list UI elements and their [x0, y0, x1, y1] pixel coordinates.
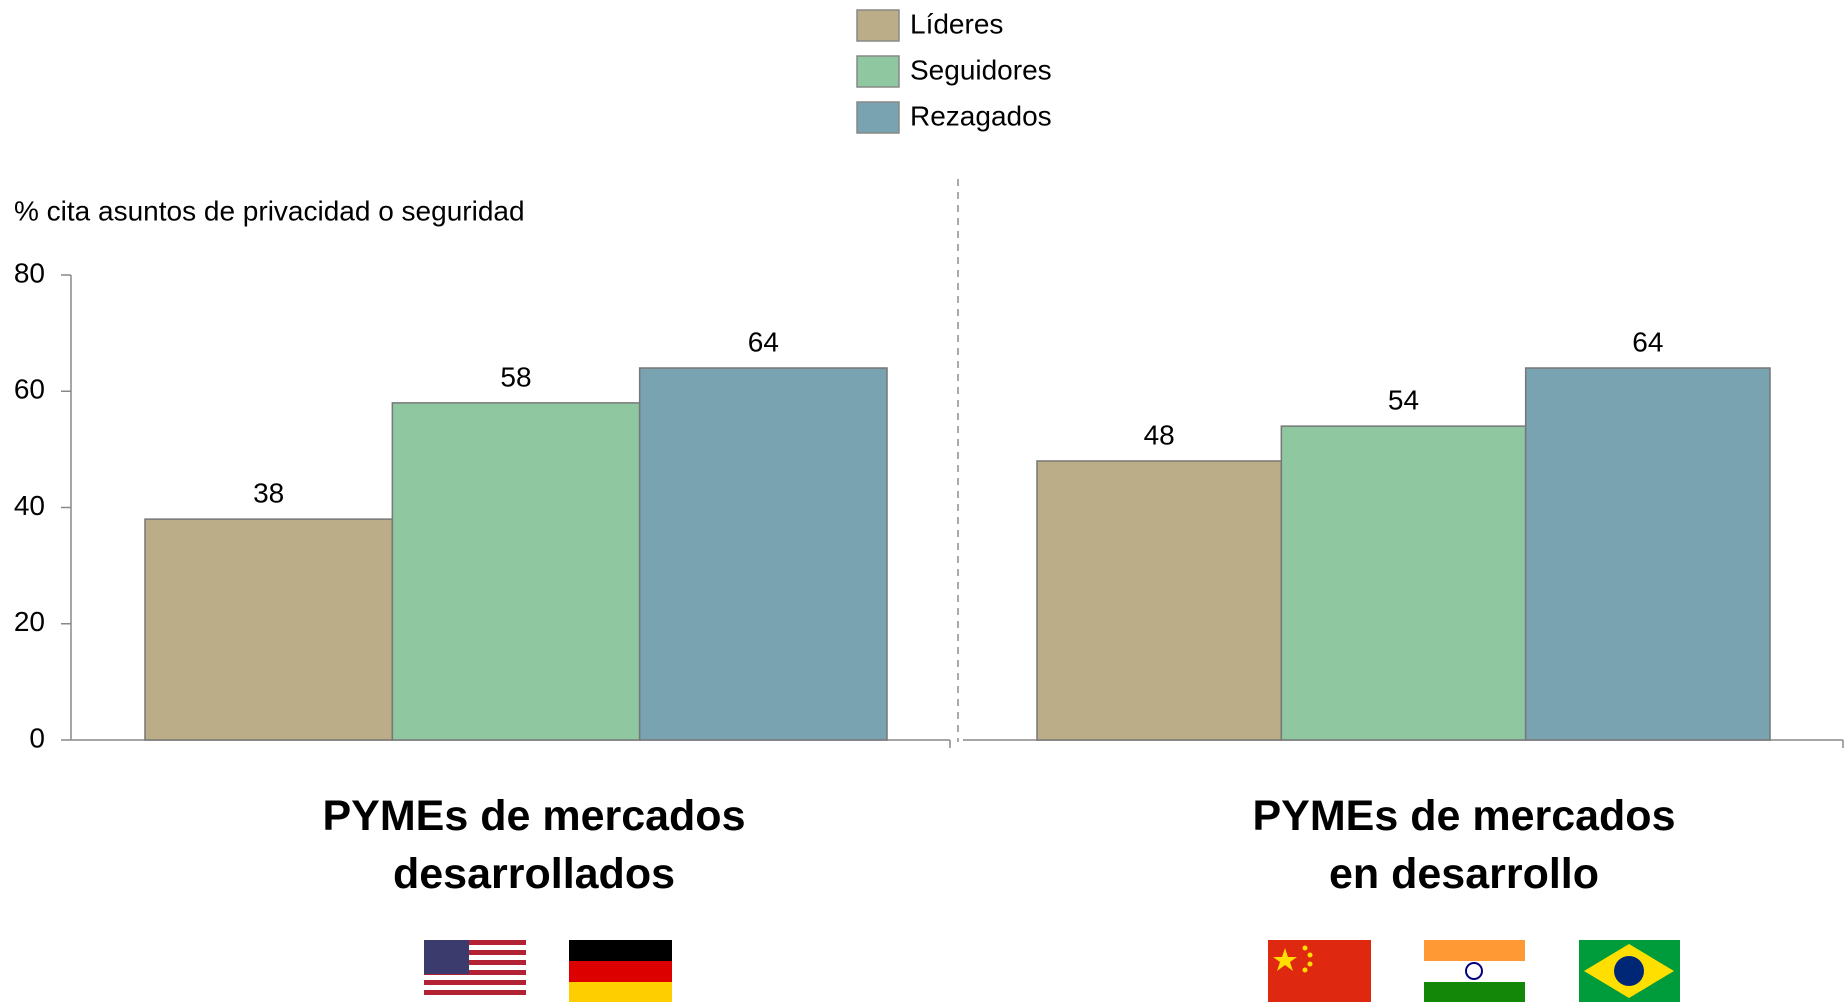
value-label: 58	[500, 361, 531, 392]
value-label: 48	[1144, 419, 1175, 450]
legend-label: Rezagados	[910, 100, 1052, 131]
flags	[424, 940, 1680, 1002]
category-label: PYMEs de mercados desarrollados	[322, 792, 746, 898]
legend-swatch	[856, 101, 900, 134]
bar	[1036, 460, 1283, 741]
legend-swatch	[856, 9, 900, 42]
y-axis-label: % cita asuntos de privacidad o seguridad	[14, 195, 525, 226]
flag-brazil	[1579, 940, 1680, 1002]
y-tick-label: 20	[14, 606, 45, 637]
value-label: 54	[1388, 385, 1419, 416]
flag-india	[1424, 940, 1525, 1002]
value-label: 64	[1632, 326, 1663, 357]
legend-swatch	[856, 55, 900, 88]
category-label: PYMEs de mercados en desarrollo	[1252, 792, 1676, 898]
flag-germany	[569, 940, 672, 1002]
y-tick-label: 80	[14, 257, 45, 288]
bar	[1280, 425, 1527, 741]
value-label: 38	[253, 478, 284, 509]
y-tick-label: 60	[14, 374, 45, 405]
bar	[638, 367, 888, 741]
bar	[391, 402, 641, 741]
bar	[1524, 367, 1771, 741]
y-tick-label: 40	[14, 490, 45, 521]
value-label: 64	[748, 326, 779, 357]
legend-label: Seguidores	[910, 54, 1052, 85]
flag-usa	[424, 940, 526, 1002]
legend-label: Líderes	[910, 8, 1003, 39]
y-tick-label: 0	[29, 722, 45, 753]
bar	[144, 518, 394, 741]
flag-china	[1268, 940, 1371, 1002]
